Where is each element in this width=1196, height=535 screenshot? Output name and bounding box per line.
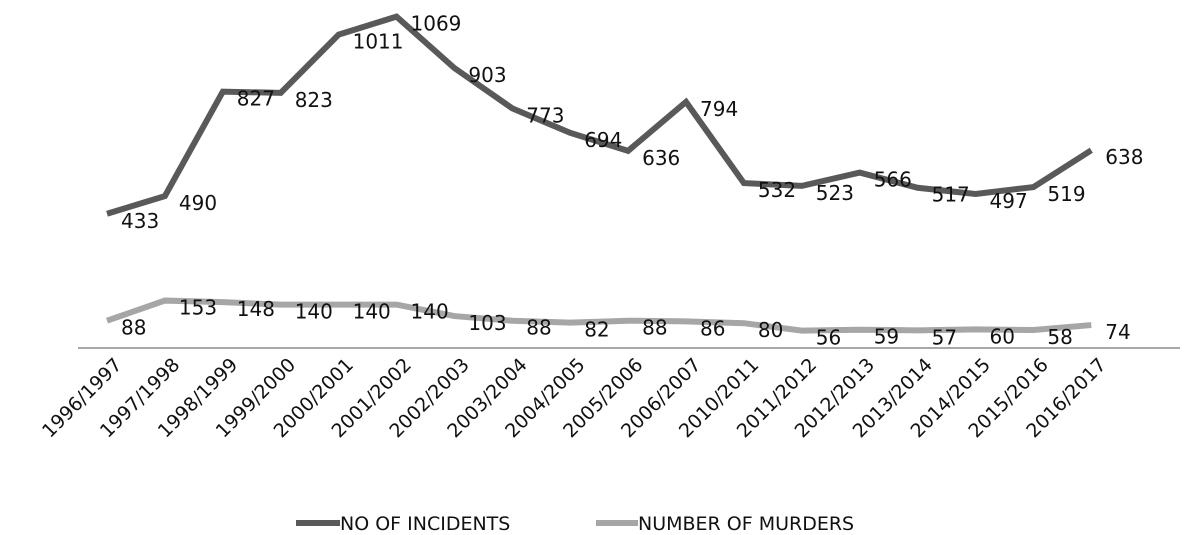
series-layer	[107, 17, 1091, 331]
incidents-data-label: 497	[990, 189, 1028, 213]
incidents-data-label: 433	[121, 209, 159, 233]
legend: NO OF INCIDENTS NUMBER OF MURDERS	[296, 513, 854, 535]
murders-data-label: 140	[295, 300, 333, 324]
incidents-data-label: 517	[932, 183, 970, 207]
murders-data-label: 88	[526, 316, 551, 340]
incidents-data-label: 519	[1047, 182, 1085, 206]
incidents-data-label: 827	[237, 87, 275, 111]
murders-data-label: 86	[700, 316, 725, 340]
murders-data-label: 153	[179, 296, 217, 320]
murders-data-label: 56	[816, 326, 841, 350]
legend-label-murders: NUMBER OF MURDERS	[638, 513, 854, 535]
incidents-data-label: 823	[295, 88, 333, 112]
murders-data-label: 88	[121, 316, 146, 340]
data-label-layer: 433 490 827 823 1011 1069 903 773 694 636 794 532 52…	[121, 12, 1143, 350]
incidents-data-label: 566	[874, 168, 912, 192]
incidents-data-label: 490	[179, 191, 217, 215]
murders-data-label: 82	[584, 318, 609, 342]
murders-data-label: 58	[1047, 325, 1072, 349]
incidents-data-label: 1011	[353, 30, 404, 54]
murders-data-label: 140	[353, 300, 391, 324]
x-tick-layer: 1996/19971997/19981998/19991999/20002000…	[38, 354, 1111, 442]
incidents-data-label: 694	[584, 128, 622, 152]
murders-data-label: 88	[642, 316, 667, 340]
incidents-data-label: 794	[700, 97, 738, 121]
murders-data-label: 57	[932, 325, 957, 349]
murders-data-label: 74	[1105, 320, 1130, 344]
murders-data-label: 80	[758, 318, 783, 342]
murders-data-label: 103	[468, 311, 506, 335]
incidents-data-label: 773	[526, 103, 564, 127]
incidents-data-label: 636	[642, 146, 680, 170]
incidents-data-label: 638	[1105, 145, 1143, 169]
incidents-data-label: 523	[816, 181, 854, 205]
incidents-data-label: 1069	[411, 12, 462, 36]
murders-data-label: 60	[990, 324, 1015, 348]
incidents-data-label: 903	[468, 63, 506, 87]
murders-data-label: 140	[411, 300, 449, 324]
murders-data-label: 148	[237, 297, 275, 321]
incidents-data-label: 532	[758, 178, 796, 202]
murders-data-label: 59	[874, 325, 899, 349]
legend-label-incidents: NO OF INCIDENTS	[340, 513, 510, 535]
